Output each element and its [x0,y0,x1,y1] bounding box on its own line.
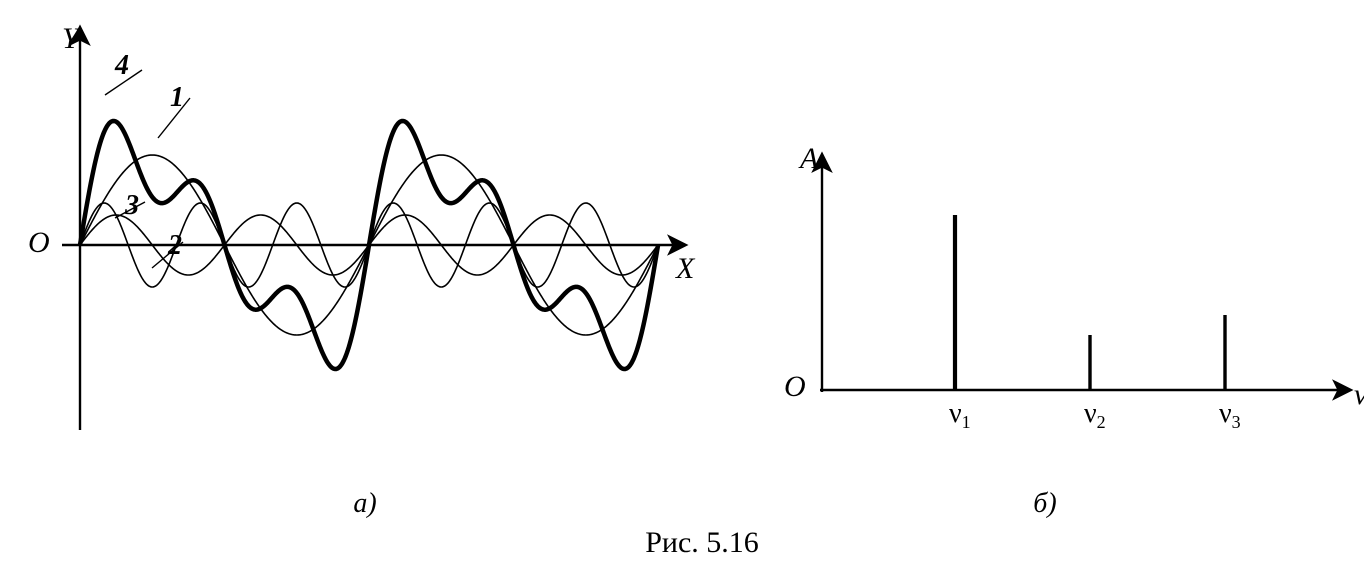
curve-label-3: 3 [125,190,139,222]
panel-a-svg [20,20,710,450]
panel-a-sublabel: а) [20,488,710,520]
panel-b-sublabel: б) [710,488,1364,520]
panel-a-origin-label: O [28,226,50,260]
tick-label-nu2: ν2 [1084,398,1106,430]
panels-row: Y O X 4 1 3 2 а) A O ν ν1 ν2 ν3 б) [20,20,1364,520]
tick-label-nu1: ν1 [949,398,971,430]
panel-b-y-label: A [800,142,818,176]
figure-caption: Рис. 5.16 [20,526,1364,560]
panel-a-y-label: Y [62,22,79,56]
panel-a-x-label: X [676,252,694,286]
panel-b-wrapper: A O ν ν1 ν2 ν3 б) [710,20,1364,520]
curve-label-1: 1 [170,82,184,114]
panel-b: A O ν ν1 ν2 ν3 [750,20,1364,480]
figure-container: Y O X 4 1 3 2 а) A O ν ν1 ν2 ν3 б) [20,20,1364,560]
curve-label-4: 4 [115,50,129,82]
curve-label-2: 2 [168,230,182,262]
tick-label-nu3: ν3 [1219,398,1241,430]
panel-b-origin-label: O [784,370,806,404]
panel-b-svg [750,20,1364,450]
panel-a: Y O X 4 1 3 2 [20,20,710,480]
panel-b-x-label: ν [1354,378,1364,412]
panel-a-wrapper: Y O X 4 1 3 2 а) [20,20,710,520]
